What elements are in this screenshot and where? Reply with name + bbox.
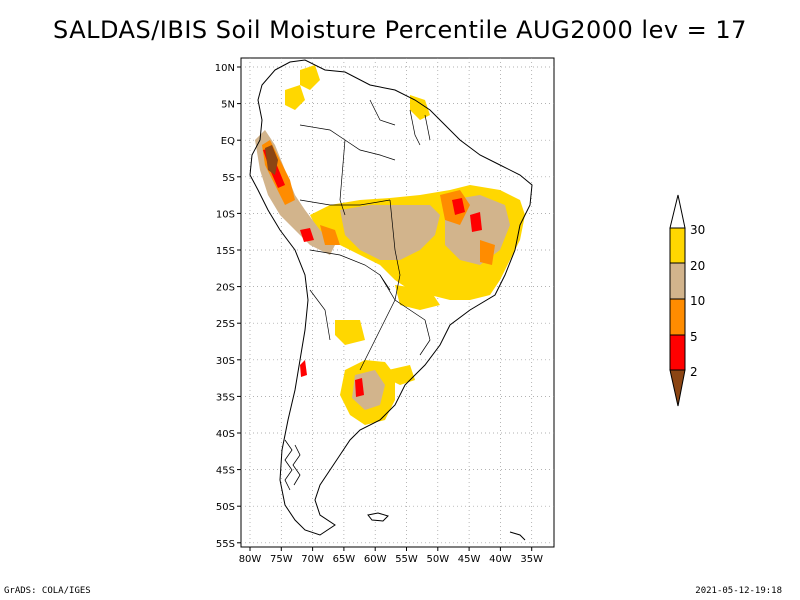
falkland-islands <box>367 512 389 522</box>
lat-label: 5S <box>222 173 235 184</box>
lon-label: 60W <box>364 554 387 565</box>
lat-label: 25S <box>216 319 235 330</box>
longitude-labels: 80W 75W 70W 65W 60W 55W 50W 45W 40W 35W <box>239 547 543 565</box>
shade-area-uruguay <box>388 365 415 385</box>
lat-label: 10S <box>216 209 235 220</box>
lon-label: 80W <box>239 554 262 565</box>
lat-label: 10N <box>215 63 235 74</box>
lat-label: 20S <box>216 283 235 294</box>
lat-label: 40S <box>216 429 235 440</box>
shade-area-orange-4 <box>480 240 495 265</box>
lon-label: 40W <box>489 554 512 565</box>
lon-label: 45W <box>458 554 481 565</box>
country-borders <box>299 99 431 371</box>
legend-colorbar: 30 20 10 5 2 <box>669 194 705 407</box>
legend-swatch-5 <box>669 334 686 371</box>
legend-label-20: 20 <box>690 259 705 273</box>
lon-label: 35W <box>520 554 543 565</box>
legend-swatch-bottom <box>669 369 686 407</box>
footer-credit: GrADS: COLA/IGES <box>4 586 91 596</box>
shade-area-guiana <box>410 95 430 120</box>
shade-area-central-arg <box>335 320 365 345</box>
shade-area-red-6 <box>300 360 307 377</box>
coastline <box>249 59 533 536</box>
lat-label: 5N <box>221 100 235 111</box>
lon-label: 65W <box>333 554 356 565</box>
legend-swatch-20 <box>669 262 686 300</box>
shade-area-red-2 <box>452 198 465 215</box>
legend-swatch-10 <box>669 298 686 336</box>
shade-area-paraguay <box>395 285 440 310</box>
lat-label: 15S <box>216 246 235 257</box>
lat-label: 45S <box>216 466 235 477</box>
lat-label: 50S <box>216 502 235 513</box>
shaded-areas <box>255 65 525 425</box>
shade-area-red-3 <box>470 212 482 232</box>
south-america-map <box>249 59 533 541</box>
shade-area-brown-1 <box>265 145 278 175</box>
legend-swatch-top <box>669 194 686 229</box>
lat-label: 55S <box>216 539 235 550</box>
lon-label: 50W <box>426 554 449 565</box>
legend-label-10: 10 <box>690 294 705 308</box>
shade-area-red-4 <box>300 228 314 242</box>
shade-area-orange-3 <box>320 225 340 245</box>
lat-label: EQ <box>221 136 235 147</box>
footer-timestamp: 2021-05-12-19:18 <box>695 586 782 596</box>
lon-label: 70W <box>301 554 324 565</box>
south-georgia-island <box>509 531 526 541</box>
grid-lines <box>241 58 554 547</box>
legend-label-2: 2 <box>690 365 698 379</box>
legend-label-30: 30 <box>690 223 705 237</box>
chart-title: SALDAS/IBIS Soil Moisture Percentile AUG… <box>53 16 747 44</box>
lat-label: 35S <box>216 392 235 403</box>
legend-swatch-30 <box>669 227 686 264</box>
shade-area-venezuela <box>300 65 320 90</box>
shade-area-north <box>285 85 305 110</box>
lat-label: 30S <box>216 356 235 367</box>
lon-label: 75W <box>270 554 293 565</box>
lon-label: 55W <box>395 554 418 565</box>
shade-area-red-5 <box>355 378 364 397</box>
latitude-labels: 10N 5N EQ 5S 10S 15S 20S 25S 30S 35S 40S 45S 50S 55S <box>215 63 241 550</box>
legend-label-5: 5 <box>690 330 698 344</box>
shade-area-tan-1 <box>340 205 440 260</box>
plot-frame <box>240 57 555 548</box>
chilean-fjords <box>284 439 301 491</box>
